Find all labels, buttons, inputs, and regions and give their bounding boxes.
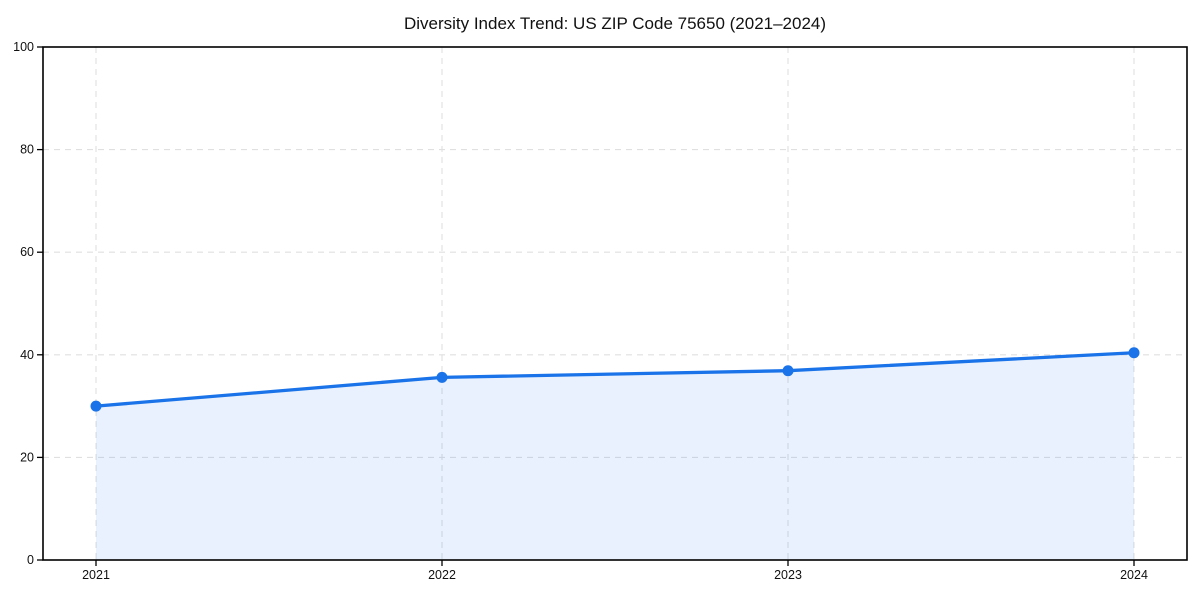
axes-spines bbox=[42, 46, 1188, 561]
data-point-marker bbox=[782, 365, 794, 377]
series-line bbox=[94, 351, 1136, 408]
x-tick-label: 2022 bbox=[428, 568, 456, 582]
y-tick-label: 40 bbox=[20, 348, 34, 362]
label-layer: 2021 2022 2023 2024 0 20 40 60 80 100 bbox=[13, 40, 1148, 582]
x-tick-label: 2021 bbox=[82, 568, 110, 582]
x-tick-label: 2024 bbox=[1120, 568, 1148, 582]
y-tick-label: 0 bbox=[27, 553, 34, 567]
y-tick-label: 60 bbox=[20, 245, 34, 259]
area-layer bbox=[96, 352, 1134, 560]
axis-layer bbox=[37, 46, 1188, 566]
data-point-marker bbox=[436, 371, 448, 383]
chart-title: Diversity Index Trend: US ZIP Code 75650… bbox=[404, 14, 826, 33]
series-area-fill bbox=[96, 352, 1134, 560]
y-tick-label: 80 bbox=[20, 143, 34, 157]
data-point-marker bbox=[90, 400, 102, 412]
x-tick-label: 2023 bbox=[774, 568, 802, 582]
data-point-marker bbox=[1128, 347, 1140, 359]
y-tick-label: 100 bbox=[13, 40, 34, 54]
y-tick-label: 20 bbox=[20, 450, 34, 464]
line-layer bbox=[90, 347, 1140, 412]
